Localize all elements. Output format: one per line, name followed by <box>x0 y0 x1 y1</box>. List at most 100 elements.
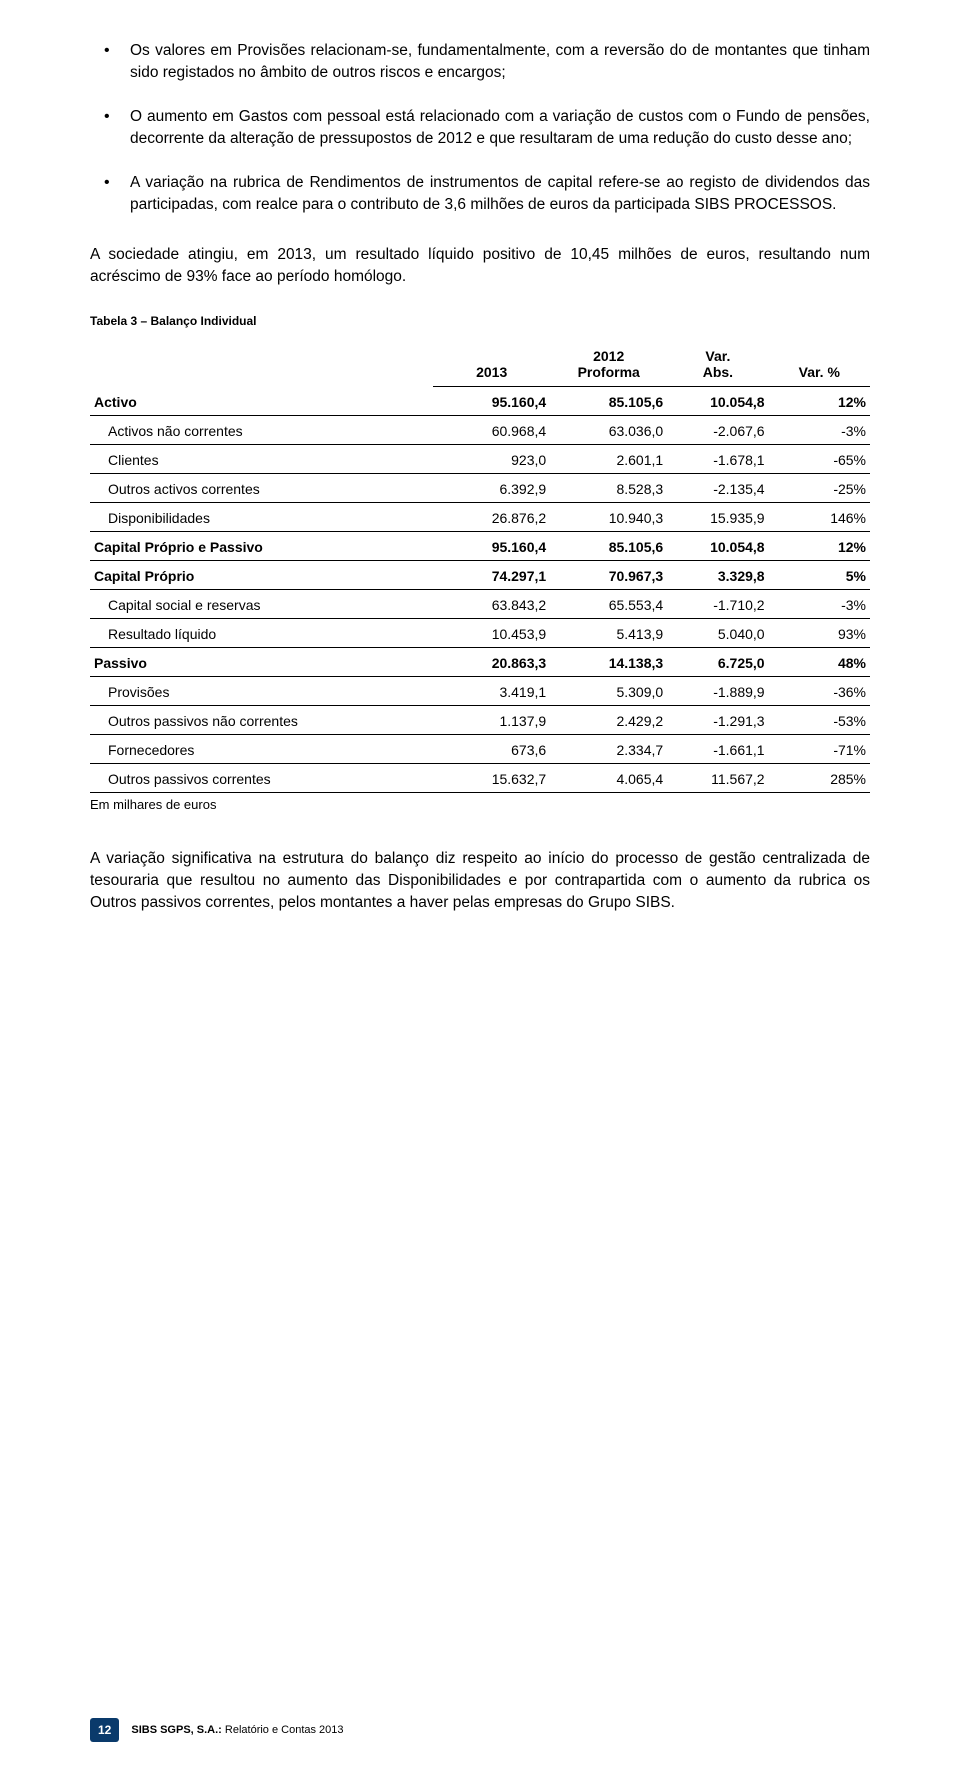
page-number-badge: 12 <box>90 1718 119 1742</box>
row-value: 5.413,9 <box>550 619 667 648</box>
row-value: 74.297,1 <box>433 561 550 590</box>
row-value: 923,0 <box>433 445 550 474</box>
row-value: 10.054,8 <box>667 532 768 561</box>
row-value: 1.137,9 <box>433 706 550 735</box>
row-value: 65.553,4 <box>550 590 667 619</box>
row-label: Provisões <box>90 677 433 706</box>
row-value: 10.940,3 <box>550 503 667 532</box>
row-value: 26.876,2 <box>433 503 550 532</box>
footer-company: SIBS SGPS, S.A.: <box>131 1724 225 1736</box>
table-note: Em milhares de euros <box>90 797 870 812</box>
table-caption: Tabela 3 – Balanço Individual <box>90 314 870 328</box>
row-value: 2.334,7 <box>550 735 667 764</box>
row-label: Outros passivos correntes <box>90 764 433 793</box>
table-row: Outros activos correntes6.392,98.528,3-2… <box>90 474 870 503</box>
row-value: 93% <box>769 619 870 648</box>
table-row: Outros passivos não correntes1.137,92.42… <box>90 706 870 735</box>
row-value: 5.309,0 <box>550 677 667 706</box>
row-value: -53% <box>769 706 870 735</box>
row-value: 20.863,3 <box>433 648 550 677</box>
row-value: -1.889,9 <box>667 677 768 706</box>
row-label: Outros activos correntes <box>90 474 433 503</box>
row-value: 14.138,3 <box>550 648 667 677</box>
row-label: Outros passivos não correntes <box>90 706 433 735</box>
table-row: Activo95.160,485.105,610.054,812% <box>90 387 870 416</box>
col-header-var-pct: Var. % <box>769 342 870 387</box>
row-value: 15.935,9 <box>667 503 768 532</box>
row-value: -3% <box>769 590 870 619</box>
variation-paragraph: A variação significativa na estrutura do… <box>90 848 870 914</box>
table-row: Provisões3.419,15.309,0-1.889,9-36% <box>90 677 870 706</box>
row-value: 10.453,9 <box>433 619 550 648</box>
row-value: 5.040,0 <box>667 619 768 648</box>
footer-text: SIBS SGPS, S.A.: Relatório e Contas 2013 <box>131 1724 343 1736</box>
row-value: 4.065,4 <box>550 764 667 793</box>
row-value: -1.710,2 <box>667 590 768 619</box>
table-row: Capital social e reservas63.843,265.553,… <box>90 590 870 619</box>
row-value: -25% <box>769 474 870 503</box>
row-value: 85.105,6 <box>550 387 667 416</box>
row-value: -2.067,6 <box>667 416 768 445</box>
row-value: 48% <box>769 648 870 677</box>
col-header-2013: 2013 <box>433 342 550 387</box>
row-value: 12% <box>769 532 870 561</box>
row-value: 2.601,1 <box>550 445 667 474</box>
footer-doc-title: Relatório e Contas 2013 <box>225 1724 344 1736</box>
bullet-item: A variação na rubrica de Rendimentos de … <box>90 172 870 216</box>
result-paragraph: A sociedade atingiu, em 2013, um resulta… <box>90 244 870 288</box>
table-row: Resultado líquido10.453,95.413,95.040,09… <box>90 619 870 648</box>
col-header-label <box>90 342 433 387</box>
row-label: Clientes <box>90 445 433 474</box>
col-header-var-abs: Var.Abs. <box>667 342 768 387</box>
row-label: Capital Próprio <box>90 561 433 590</box>
row-value: 95.160,4 <box>433 387 550 416</box>
row-value: 8.528,3 <box>550 474 667 503</box>
table-row: Outros passivos correntes15.632,74.065,4… <box>90 764 870 793</box>
table-row: Activos não correntes60.968,463.036,0-2.… <box>90 416 870 445</box>
bullet-list: Os valores em Provisões relacionam-se, f… <box>90 40 870 216</box>
row-label: Capital Próprio e Passivo <box>90 532 433 561</box>
table-header-row: 2013 2012Proforma Var.Abs. Var. % <box>90 342 870 387</box>
table-row: Clientes923,02.601,1-1.678,1-65% <box>90 445 870 474</box>
row-value: 85.105,6 <box>550 532 667 561</box>
row-value: 6.725,0 <box>667 648 768 677</box>
row-value: 15.632,7 <box>433 764 550 793</box>
table-body: Activo95.160,485.105,610.054,812%Activos… <box>90 387 870 793</box>
table-row: Capital Próprio74.297,170.967,33.329,85% <box>90 561 870 590</box>
table-row: Passivo20.863,314.138,36.725,048% <box>90 648 870 677</box>
row-value: 11.567,2 <box>667 764 768 793</box>
row-value: 10.054,8 <box>667 387 768 416</box>
row-value: 63.843,2 <box>433 590 550 619</box>
row-value: 5% <box>769 561 870 590</box>
table-row: Disponibilidades26.876,210.940,315.935,9… <box>90 503 870 532</box>
row-label: Activo <box>90 387 433 416</box>
row-value: -2.135,4 <box>667 474 768 503</box>
row-label: Disponibilidades <box>90 503 433 532</box>
table-row: Fornecedores673,62.334,7-1.661,1-71% <box>90 735 870 764</box>
row-label: Fornecedores <box>90 735 433 764</box>
row-value: -1.291,3 <box>667 706 768 735</box>
row-label: Resultado líquido <box>90 619 433 648</box>
balance-table: 2013 2012Proforma Var.Abs. Var. % Activo… <box>90 342 870 793</box>
row-value: 70.967,3 <box>550 561 667 590</box>
bullet-item: O aumento em Gastos com pessoal está rel… <box>90 106 870 150</box>
row-value: 12% <box>769 387 870 416</box>
row-value: -3% <box>769 416 870 445</box>
page-footer: 12 SIBS SGPS, S.A.: Relatório e Contas 2… <box>0 1718 960 1742</box>
row-value: 2.429,2 <box>550 706 667 735</box>
table-row: Capital Próprio e Passivo95.160,485.105,… <box>90 532 870 561</box>
col-header-2012: 2012Proforma <box>550 342 667 387</box>
row-value: 60.968,4 <box>433 416 550 445</box>
row-value: 95.160,4 <box>433 532 550 561</box>
row-value: -1.661,1 <box>667 735 768 764</box>
row-value: 285% <box>769 764 870 793</box>
row-label: Capital social e reservas <box>90 590 433 619</box>
row-value: 673,6 <box>433 735 550 764</box>
row-label: Activos não correntes <box>90 416 433 445</box>
row-value: 63.036,0 <box>550 416 667 445</box>
row-value: 3.419,1 <box>433 677 550 706</box>
bullet-item: Os valores em Provisões relacionam-se, f… <box>90 40 870 84</box>
row-label: Passivo <box>90 648 433 677</box>
row-value: 3.329,8 <box>667 561 768 590</box>
row-value: -71% <box>769 735 870 764</box>
